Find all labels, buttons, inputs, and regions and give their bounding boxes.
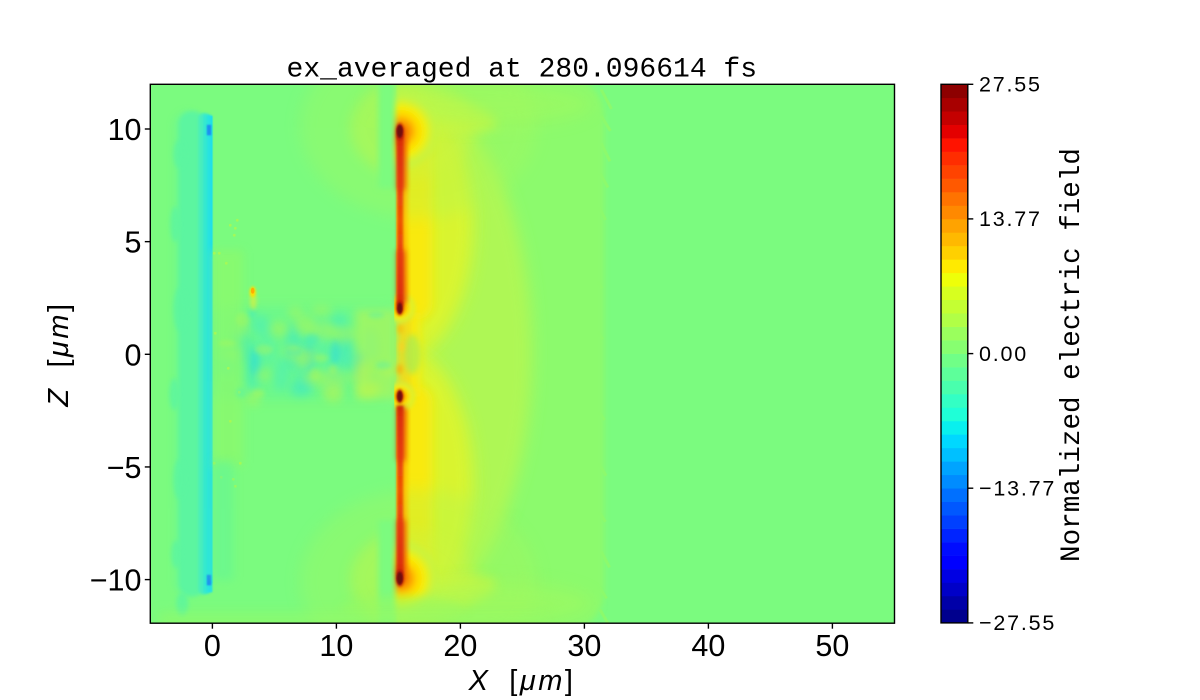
svg-text:0: 0 <box>125 338 142 372</box>
svg-text:10: 10 <box>108 113 142 147</box>
svg-text:−10: −10 <box>90 564 142 598</box>
svg-text:13.77: 13.77 <box>979 207 1042 231</box>
svg-text:Normalized electric field: Normalized electric field <box>1057 148 1088 562</box>
svg-text:ex_averaged at 280.096614 fs: ex_averaged at 280.096614 fs <box>287 55 757 86</box>
svg-text:5: 5 <box>125 226 142 260</box>
svg-text:27.55: 27.55 <box>979 73 1042 97</box>
svg-text:50: 50 <box>815 629 849 663</box>
svg-text:40: 40 <box>691 629 725 663</box>
svg-text:0.00: 0.00 <box>979 342 1028 366</box>
svg-text:0: 0 <box>204 629 221 663</box>
svg-text:10: 10 <box>319 629 353 663</box>
svg-text:Z [μm]: Z [μm] <box>43 301 75 407</box>
svg-text:30: 30 <box>567 629 601 663</box>
svg-text:−27.55: −27.55 <box>979 611 1056 635</box>
svg-text:−5: −5 <box>107 451 142 485</box>
svg-text:X [μm]: X [μm] <box>468 665 576 697</box>
svg-text:−13.77: −13.77 <box>979 477 1056 501</box>
svg-text:20: 20 <box>443 629 477 663</box>
